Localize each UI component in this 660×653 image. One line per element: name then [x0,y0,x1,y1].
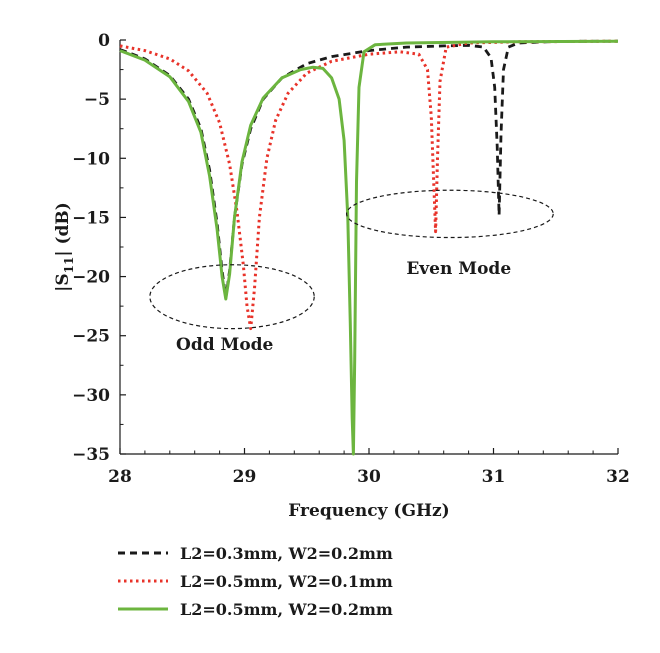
y-tick-label: −25 [72,327,110,347]
x-tick-label: 28 [108,467,132,487]
annotation-ellipse-2 [345,189,554,239]
y-tick-label: −30 [72,386,110,406]
series-line-2 [119,39,619,331]
y-tick-label: −20 [72,268,110,288]
x-tick-label: 30 [357,467,381,487]
x-tick-label: 32 [606,467,630,487]
annotation-ellipse-1 [149,264,315,330]
legend-label-2: L2=0.5mm, W2=0.1mm [180,572,393,591]
y-axis-title: |S11| (dB) [53,202,76,292]
x-tick-label: 29 [233,467,257,487]
x-tick-label: 31 [482,467,506,487]
series-line-3 [119,39,619,456]
legend-label-3: L2=0.5mm, W2=0.2mm [180,600,393,619]
legend-label-1: L2=0.3mm, W2=0.2mm [180,544,393,563]
series-layer [119,39,619,456]
legend: L2=0.3mm, W2=0.2mm L2=0.5mm, W2=0.1mm L2=0… [118,544,393,619]
y-axis-title-prefix: |S [53,273,73,291]
y-axis-title-suffix: | (dB) [53,202,73,256]
annotation-layer: Odd Mode Even Mode [149,189,554,355]
y-tick-label: −10 [72,149,110,169]
annotation-label-2: Even Mode [406,259,511,279]
y-axis-title-subscript: 11 [62,257,76,274]
y-tick-label: −35 [72,445,110,465]
y-tick-label: 0 [98,31,110,51]
y-tick-label: −5 [84,90,110,110]
y-tick-label: −15 [72,208,110,228]
x-axis-title: Frequency (GHz) [288,501,449,521]
annotation-label-1: Odd Mode [176,335,274,355]
